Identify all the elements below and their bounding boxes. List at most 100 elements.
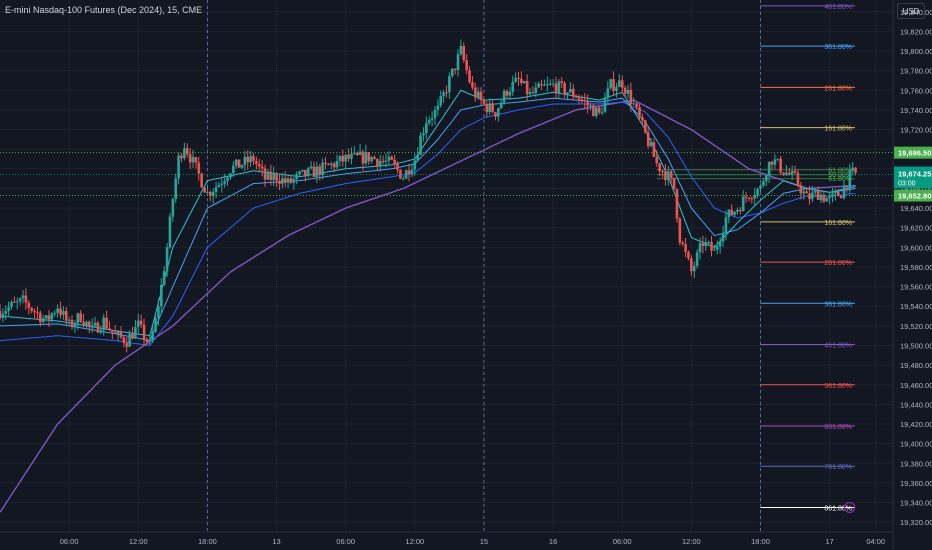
candle-body <box>517 77 520 79</box>
candle-body <box>491 103 494 113</box>
fib-extension-label: 261.80% <box>824 85 852 92</box>
candle-body <box>569 88 572 93</box>
candle-body <box>283 178 287 183</box>
candle-body <box>266 171 270 180</box>
moving-average-mid_blue <box>0 97 856 342</box>
candle-body <box>548 83 552 85</box>
moving-average-slow_purple <box>0 99 856 513</box>
candle-body <box>566 92 569 95</box>
y-tick-label: 19,760.00 <box>900 86 932 95</box>
x-tick-label: 12:00 <box>682 537 701 546</box>
candle-body <box>471 82 474 88</box>
candle-body <box>629 90 633 105</box>
y-tick-label: 19,800.00 <box>900 47 932 56</box>
candle-body <box>675 188 679 219</box>
candle-body <box>373 157 376 160</box>
candle-body <box>416 154 419 161</box>
candle-body <box>21 295 25 299</box>
candle-body <box>655 156 659 164</box>
candle-body <box>44 315 48 319</box>
candle-body <box>773 159 777 165</box>
candle-body <box>134 326 137 339</box>
candle-body <box>378 160 382 166</box>
candle-body <box>646 132 650 147</box>
candle-body <box>85 321 88 326</box>
candle-body <box>825 198 829 202</box>
candle-body <box>667 171 670 181</box>
candle-body <box>128 333 131 347</box>
candle-body <box>188 154 192 163</box>
candle-body <box>30 307 33 312</box>
candle-body <box>410 169 414 175</box>
candle-body <box>67 319 71 321</box>
chart-title[interactable]: E-mini Nasdaq-100 Futures (Dec 2024), 15… <box>5 5 203 15</box>
candle-body <box>635 103 638 108</box>
candle-body <box>600 112 604 114</box>
candle-body <box>162 271 166 285</box>
candle-body <box>456 54 460 70</box>
candle-body <box>327 163 330 166</box>
candle-body <box>255 161 258 164</box>
candle-body <box>597 107 601 113</box>
candle-body <box>4 311 8 314</box>
candle-body <box>767 161 771 176</box>
candle-body <box>393 159 396 164</box>
candle-body <box>790 170 794 175</box>
candle-body <box>165 247 169 272</box>
candle-body <box>736 209 739 212</box>
candle-body <box>116 331 120 334</box>
candle-body <box>229 173 232 178</box>
candle-body <box>571 88 575 97</box>
candle-body <box>56 308 59 313</box>
fib-extension-label: 661.80% <box>824 424 852 431</box>
candle-body <box>257 163 261 167</box>
candle-body <box>612 79 615 91</box>
candle-body <box>851 167 854 171</box>
candle-body <box>436 105 440 110</box>
candle-body <box>695 252 699 266</box>
candle-body <box>672 177 676 189</box>
candle-body <box>145 339 149 342</box>
candle-body <box>756 188 759 196</box>
candle-body <box>203 187 206 193</box>
candle-body <box>808 193 811 200</box>
candle-body <box>557 81 561 94</box>
candle-body <box>485 104 489 112</box>
candle-body <box>367 152 371 162</box>
candle-body <box>744 196 748 198</box>
candle-body <box>347 154 350 159</box>
currency-selector[interactable]: USD <box>897 3 925 19</box>
y-tick-label: 19,820.00 <box>900 27 932 36</box>
candle-body <box>15 301 19 303</box>
candle-body <box>819 194 823 201</box>
candle-body <box>269 171 273 180</box>
y-tick-label: 19,640.00 <box>900 204 932 213</box>
candle-body <box>534 87 538 94</box>
candle-body <box>802 191 805 194</box>
candle-body <box>275 173 278 181</box>
y-tick-label: 19,460.00 <box>900 381 932 390</box>
candle-body <box>816 190 820 201</box>
candle-body <box>62 311 65 315</box>
candle-body <box>525 81 529 95</box>
candle-body <box>47 315 51 320</box>
candle-body <box>425 123 428 134</box>
candle-body <box>125 343 129 347</box>
candle-body <box>73 323 77 327</box>
y-tick-label: 19,580.00 <box>900 263 932 272</box>
candle-body <box>243 156 247 166</box>
candle-body <box>770 161 774 165</box>
candle-body <box>419 135 422 155</box>
candle-body <box>618 80 621 87</box>
price-lines <box>0 152 893 197</box>
candle-body <box>482 99 486 105</box>
y-tick-label: 19,320.00 <box>900 518 932 527</box>
candle-body <box>200 173 203 188</box>
candle-body <box>191 156 195 163</box>
candle-body <box>281 178 284 184</box>
candle-body <box>713 249 716 251</box>
fib-extension-label: 461.80% <box>824 4 852 11</box>
candle-body <box>321 162 324 175</box>
candle-body <box>246 156 250 163</box>
